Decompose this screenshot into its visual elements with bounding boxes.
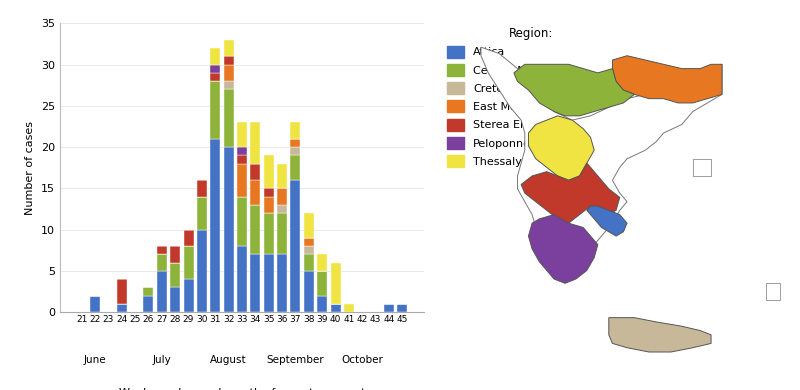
Bar	[224, 65, 234, 81]
Bar	[143, 296, 154, 312]
Bar	[237, 163, 247, 197]
Text: July: July	[153, 355, 171, 365]
Bar	[264, 213, 274, 254]
Text: June: June	[84, 355, 106, 365]
Bar	[304, 238, 314, 246]
Bar	[210, 81, 220, 139]
Polygon shape	[613, 56, 722, 103]
Bar	[277, 205, 287, 213]
Bar	[318, 271, 327, 296]
Bar	[183, 246, 194, 279]
Bar	[237, 246, 247, 312]
Bar	[237, 122, 247, 147]
Bar	[197, 180, 207, 197]
Text: August: August	[210, 355, 247, 365]
Bar	[318, 296, 327, 312]
Bar	[224, 57, 234, 65]
Bar	[277, 188, 287, 205]
Bar	[264, 254, 274, 312]
Bar	[210, 73, 220, 81]
Polygon shape	[521, 163, 620, 223]
Bar	[250, 180, 260, 205]
Bar	[183, 230, 194, 246]
Bar	[170, 262, 180, 287]
Bar	[290, 122, 301, 139]
Bar	[304, 213, 314, 238]
Bar	[237, 155, 247, 163]
Bar	[250, 122, 260, 163]
Bar	[290, 180, 301, 312]
Y-axis label: Number of cases: Number of cases	[26, 121, 35, 215]
Bar	[344, 304, 354, 312]
Bar	[264, 197, 274, 213]
Bar	[277, 254, 287, 312]
Polygon shape	[529, 116, 594, 180]
Polygon shape	[529, 215, 598, 283]
Bar	[117, 279, 126, 304]
Bar	[304, 271, 314, 312]
Polygon shape	[481, 47, 722, 270]
Bar	[277, 213, 287, 254]
Bar	[157, 246, 166, 254]
Bar	[170, 287, 180, 312]
Text: October: October	[342, 355, 383, 365]
Polygon shape	[766, 283, 781, 300]
Bar	[170, 246, 180, 262]
Bar	[264, 188, 274, 197]
Bar	[183, 279, 194, 312]
Bar	[330, 262, 341, 304]
Bar	[250, 254, 260, 312]
Bar	[398, 304, 407, 312]
Bar	[197, 230, 207, 312]
Bar	[290, 147, 301, 155]
Bar	[197, 197, 207, 230]
Bar	[157, 271, 166, 312]
Legend: Attica, Central Macedonia, Crete, East Macedonia & Thrace, Sterea Ellada, Pelopo: Attica, Central Macedonia, Crete, East M…	[444, 23, 618, 170]
Bar	[224, 89, 234, 147]
Bar	[237, 147, 247, 155]
Bar	[224, 81, 234, 89]
Bar	[264, 155, 274, 188]
Text: Week number and month of symptom onset: Week number and month of symptom onset	[118, 388, 366, 390]
Bar	[250, 163, 260, 180]
Text: September: September	[266, 355, 324, 365]
Bar	[224, 147, 234, 312]
Polygon shape	[693, 159, 711, 176]
Bar	[290, 155, 301, 180]
Bar	[318, 254, 327, 271]
Bar	[304, 254, 314, 271]
Bar	[210, 139, 220, 312]
Bar	[384, 304, 394, 312]
Bar	[290, 139, 301, 147]
Polygon shape	[609, 317, 711, 352]
Bar	[157, 254, 166, 271]
Polygon shape	[514, 64, 634, 116]
Bar	[117, 304, 126, 312]
Polygon shape	[587, 206, 627, 236]
Bar	[210, 65, 220, 73]
Bar	[210, 48, 220, 65]
Bar	[224, 40, 234, 57]
Bar	[90, 296, 100, 312]
Bar	[304, 246, 314, 254]
Bar	[250, 205, 260, 254]
Bar	[143, 287, 154, 296]
Bar	[330, 304, 341, 312]
Bar	[277, 163, 287, 188]
Bar	[237, 197, 247, 246]
